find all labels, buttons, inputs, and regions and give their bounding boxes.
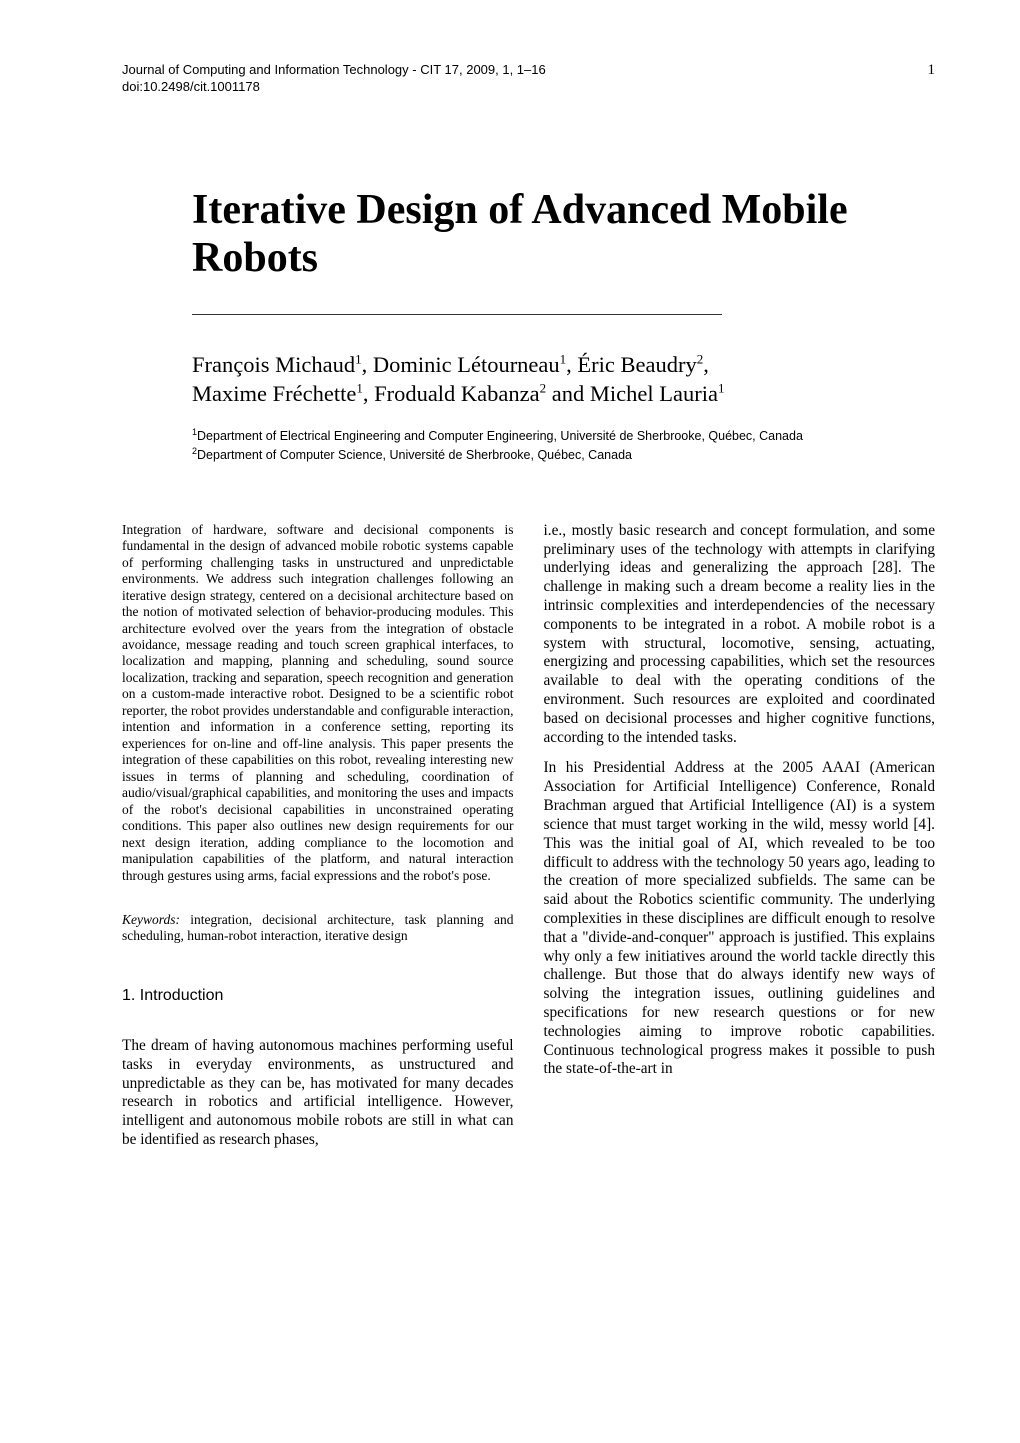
author-sep: , [703, 352, 709, 377]
header-left: Journal of Computing and Information Tec… [122, 62, 546, 96]
author-name: and Michel Lauria [546, 381, 718, 406]
title-rule [192, 314, 722, 315]
affiliation-line: 2Department of Computer Science, Univers… [192, 445, 935, 464]
author-name: , Éric Beaudry [566, 352, 697, 377]
paper-title: Iterative Design of Advanced Mobile Robo… [122, 186, 935, 283]
two-column-layout: Integration of hardware, software and de… [122, 522, 935, 1162]
body-paragraph: The dream of having autonomous machines … [122, 1037, 514, 1150]
affil-text: Department of Electrical Engineering and… [197, 429, 803, 443]
author-affil-sup: 1 [718, 380, 725, 395]
author-name: Maxime Fréchette [192, 381, 356, 406]
page-header: Journal of Computing and Information Tec… [122, 62, 935, 96]
body-paragraph: In his Presidential Address at the 2005 … [544, 759, 936, 1079]
affil-text: Department of Computer Science, Universi… [197, 448, 632, 462]
authors-block: François Michaud1, Dominic Létourneau1, … [122, 351, 935, 407]
author-name: , Dominic Létourneau [362, 352, 560, 377]
body-paragraph: i.e., mostly basic research and concept … [544, 522, 936, 748]
journal-line: Journal of Computing and Information Tec… [122, 62, 546, 79]
page-number: 1 [928, 62, 936, 96]
section-heading-introduction: 1. Introduction [122, 987, 514, 1005]
affiliation-line: 1Department of Electrical Engineering an… [192, 426, 935, 445]
doi-line: doi:10.2498/cit.1001178 [122, 79, 546, 96]
keywords-block: Keywords: integration, decisional archit… [122, 912, 514, 945]
author-name: , Froduald Kabanza [363, 381, 540, 406]
affiliations-block: 1Department of Electrical Engineering an… [122, 426, 935, 464]
keywords-text: integration, decisional architecture, ta… [122, 912, 514, 943]
left-column: Integration of hardware, software and de… [122, 522, 514, 1162]
abstract-text: Integration of hardware, software and de… [122, 522, 514, 884]
right-column: i.e., mostly basic research and concept … [544, 522, 936, 1162]
author-name: François Michaud [192, 352, 355, 377]
keywords-label: Keywords: [122, 912, 180, 927]
intro-right-block: i.e., mostly basic research and concept … [544, 522, 936, 1080]
intro-left-paragraph: The dream of having autonomous machines … [122, 1037, 514, 1150]
